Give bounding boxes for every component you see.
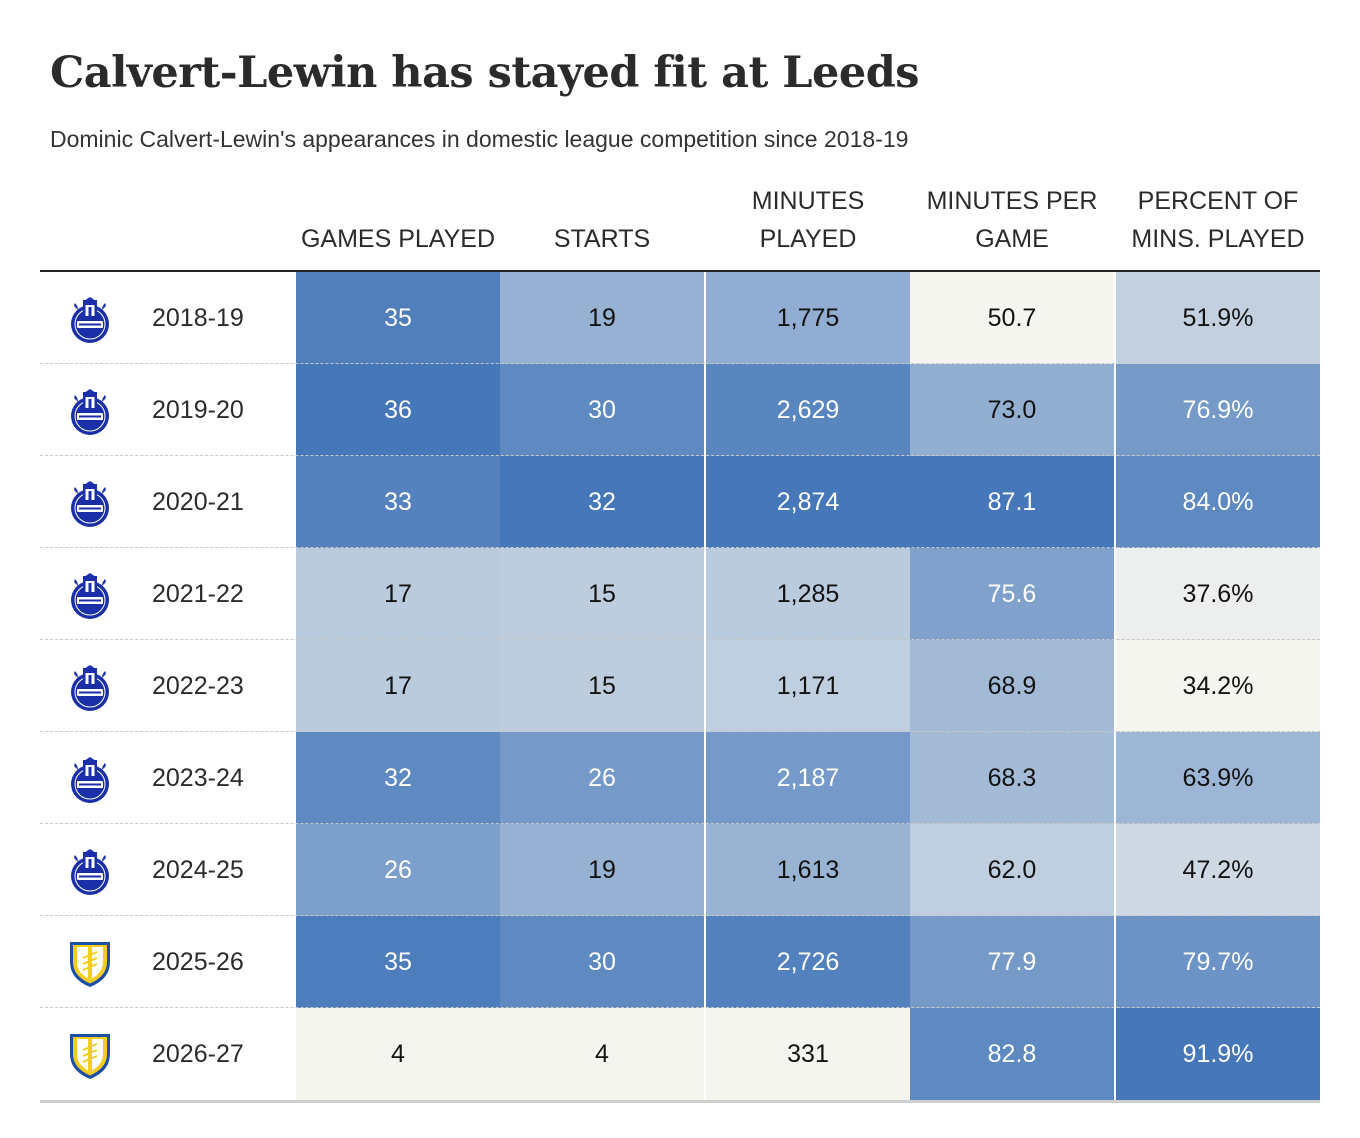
- table-cell-col-2: 26: [500, 732, 704, 824]
- table-cell-col-5: 63.9%: [1116, 732, 1320, 824]
- table-cell-col-2: 15: [500, 548, 704, 640]
- table-cell-col-3: 2,726: [706, 916, 910, 1008]
- season-label: 2022-23: [152, 672, 244, 700]
- chart-subtitle: Dominic Calvert-Lewin's appearances in d…: [50, 126, 909, 152]
- column-header-1: GAMES PLAYED: [300, 225, 496, 253]
- leeds-crest-icon: [70, 942, 110, 987]
- table-cell-col-2: 19: [500, 824, 704, 916]
- table-row: 2024-25 26 19 1,613 62.0 47.2%: [40, 823, 1320, 916]
- season-label: 2020-21: [152, 488, 244, 516]
- table-row: 2022-23 17 15 1,171 68.9 34.2%: [40, 639, 1320, 732]
- table-row: 2023-24 32 26 2,187 68.3 63.9%: [40, 731, 1320, 824]
- table-cell-col-4: 62.0: [910, 824, 1114, 916]
- table-cell-col-1: 4: [296, 1008, 500, 1100]
- table-row: 2020-21 33 32 2,874 87.1 84.0%: [40, 455, 1320, 548]
- table-cell-col-5: 76.9%: [1116, 364, 1320, 456]
- table-cell-col-5: 84.0%: [1116, 456, 1320, 548]
- stats-table: GAMES PLAYED STARTS MINUTES PLAYED MINUTES …: [40, 180, 1320, 1103]
- everton-crest-icon: [71, 757, 109, 803]
- table-row: 2025-26 35 30 2,726 77.9 79.7%: [40, 915, 1320, 1008]
- everton-crest-icon: [71, 665, 109, 711]
- everton-crest-icon: [71, 481, 109, 527]
- table-header-row: GAMES PLAYED STARTS MINUTES PLAYED MINUTES …: [40, 180, 1320, 272]
- chart-title: Calvert-Lewin has stayed fit at Leeds: [50, 48, 920, 98]
- table-cell-col-1: 33: [296, 456, 500, 548]
- table-cell-col-1: 17: [296, 640, 500, 732]
- table-cell-col-3: 2,874: [706, 456, 910, 548]
- table-cell-col-4: 68.3: [910, 732, 1114, 824]
- season-label: 2019-20: [152, 396, 244, 424]
- table-cell-col-2: 4: [500, 1008, 704, 1100]
- table-cell-col-4: 77.9: [910, 916, 1114, 1008]
- table-bottom-rule: [40, 1100, 1320, 1103]
- table-cell-col-3: 1,775: [706, 272, 910, 364]
- table-cell-col-2: 19: [500, 272, 704, 364]
- table-cell-col-2: 32: [500, 456, 704, 548]
- table-cell-col-5: 34.2%: [1116, 640, 1320, 732]
- table-cell-col-2: 30: [500, 364, 704, 456]
- table-cell-col-5: 37.6%: [1116, 548, 1320, 640]
- table-cell-col-4: 82.8: [910, 1008, 1114, 1100]
- everton-crest-icon: [71, 297, 109, 343]
- table-cell-col-1: 35: [296, 916, 500, 1008]
- table-cell-col-3: 2,187: [706, 732, 910, 824]
- table-row: 2018-19 35 19 1,775 50.7 51.9%: [40, 272, 1320, 364]
- column-header-5: PERCENT OF MINS. PLAYED: [1131, 187, 1305, 253]
- table-cell-col-4: 73.0: [910, 364, 1114, 456]
- table-cell-col-4: 50.7: [910, 272, 1114, 364]
- column-header-2: STARTS: [553, 225, 651, 253]
- table-cell-col-3: 331: [706, 1008, 910, 1100]
- table-cell-col-2: 30: [500, 916, 704, 1008]
- everton-crest-icon: [71, 849, 109, 895]
- table-cell-col-3: 1,613: [706, 824, 910, 916]
- leeds-crest-icon: [70, 1034, 110, 1079]
- table-cell-col-2: 15: [500, 640, 704, 732]
- table-cell-col-1: 36: [296, 364, 500, 456]
- table-cell-col-4: 87.1: [910, 456, 1114, 548]
- table-cell-col-1: 32: [296, 732, 500, 824]
- table-row: 2026-27 4 4 331 82.8 91.9%: [40, 1007, 1320, 1100]
- table-cell-col-1: 17: [296, 548, 500, 640]
- everton-crest-icon: [71, 389, 109, 435]
- table-cell-col-3: 1,171: [706, 640, 910, 732]
- table-cell-col-3: 1,285: [706, 548, 910, 640]
- season-label: 2025-26: [152, 948, 244, 976]
- season-label: 2026-27: [152, 1040, 244, 1068]
- season-label: 2024-25: [152, 856, 244, 884]
- table-cell-col-1: 26: [296, 824, 500, 916]
- season-label: 2021-22: [152, 580, 244, 608]
- season-label: 2023-24: [152, 764, 244, 792]
- table-cell-col-5: 91.9%: [1116, 1008, 1320, 1100]
- column-header-4: MINUTES PER GAME: [926, 187, 1098, 253]
- table-row: 2019-20 36 30 2,629 73.0 76.9%: [40, 363, 1320, 456]
- column-header-3: MINUTES PLAYED: [751, 187, 865, 253]
- table-cell-col-5: 47.2%: [1116, 824, 1320, 916]
- table-cell-col-3: 2,629: [706, 364, 910, 456]
- everton-crest-icon: [71, 573, 109, 619]
- table-cell-col-4: 75.6: [910, 548, 1114, 640]
- table-cell-col-5: 79.7%: [1116, 916, 1320, 1008]
- table-cell-col-5: 51.9%: [1116, 272, 1320, 364]
- season-label: 2018-19: [152, 304, 244, 332]
- table-cell-col-4: 68.9: [910, 640, 1114, 732]
- table-row: 2021-22 17 15 1,285 75.6 37.6%: [40, 547, 1320, 640]
- table-cell-col-1: 35: [296, 272, 500, 364]
- table-body: 2018-19 35 19 1,775 50.7 51.9% 2019-20 36 30 2,62…: [40, 272, 1320, 1100]
